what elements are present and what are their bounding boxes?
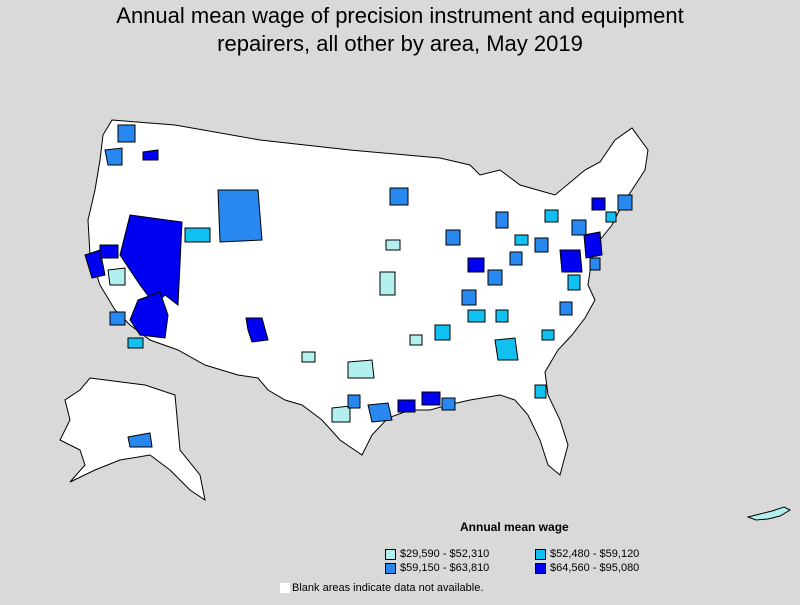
area-mobile (441, 397, 456, 411)
legend-grid: $29,590 - $52,310 $52,480 - $59,120 $59,… (385, 548, 685, 574)
legend-swatch-2 (535, 548, 546, 560)
area-atlanta (494, 337, 519, 361)
area-boston (617, 194, 633, 211)
legend-item-3: $59,150 - $63,810 (385, 562, 535, 574)
area-tn2 (495, 309, 509, 323)
area-dc (559, 249, 583, 273)
area-nc (559, 301, 573, 316)
area-tx-west (301, 351, 316, 363)
area-austin (331, 405, 351, 423)
area-nj (589, 257, 601, 271)
legend: Annual mean wage $29,590 - $52,310 $52,4… (385, 520, 685, 574)
area-iowa (385, 239, 401, 251)
legend-label-2: $52,480 - $59,120 (550, 548, 640, 560)
area-wichita (379, 271, 396, 296)
area-albuquerque (245, 317, 269, 343)
area-anchorage (127, 432, 153, 448)
legend-swatch-4 (535, 562, 546, 574)
area-fl-north (534, 384, 547, 399)
area-minneapolis (389, 187, 409, 206)
area-sd-black (184, 227, 211, 243)
legend-label-3: $59,150 - $63,810 (400, 562, 490, 574)
area-spokane (142, 149, 159, 161)
area-il-south (487, 269, 503, 286)
area-seattle (117, 124, 136, 143)
legend-title: Annual mean wage (460, 520, 569, 534)
area-wa-south (104, 147, 123, 166)
area-wi (445, 229, 461, 246)
area-st-louis (467, 257, 485, 273)
area-baton-rouge (397, 399, 416, 413)
legend-item-2: $52,480 - $59,120 (535, 548, 685, 560)
area-tx-north (347, 394, 361, 409)
title-line-2: repairers, all other by area, May 2019 (217, 31, 583, 56)
area-nyc (583, 231, 603, 259)
area-ca-central (107, 267, 126, 286)
legend-item-1: $29,590 - $52,310 (385, 548, 535, 560)
note-text: Blank areas indicate data not available. (292, 582, 484, 594)
area-sacramento (99, 244, 119, 259)
area-ri (605, 211, 617, 223)
area-in (514, 234, 529, 246)
area-ar (409, 334, 423, 346)
area-mi (495, 211, 509, 229)
area-ky (509, 251, 523, 266)
area-ny-upstate (544, 209, 559, 223)
hawaii (746, 506, 792, 521)
area-wyoming (217, 189, 263, 243)
area-mo (461, 289, 477, 306)
blank-areas-note: Blank areas indicate data not available. (280, 582, 483, 594)
legend-label-4: $64,560 - $95,080 (550, 562, 640, 574)
title-line-1: Annual mean wage of precision instrument… (116, 3, 684, 28)
area-oh (534, 237, 549, 253)
area-ms (434, 324, 451, 341)
legend-swatch-1 (385, 548, 396, 560)
area-va (567, 274, 581, 291)
area-arizona-south (129, 291, 169, 339)
area-la (109, 311, 126, 326)
legend-swatch-3 (385, 562, 396, 574)
area-pa (571, 219, 587, 236)
area-houston (367, 402, 393, 423)
legend-item-4: $64,560 - $95,080 (535, 562, 685, 574)
area-sc (541, 329, 555, 341)
map-title: Annual mean wage of precision instrument… (0, 2, 800, 58)
area-tn (467, 309, 486, 323)
area-ct (591, 197, 606, 211)
blank-swatch (280, 583, 290, 593)
area-san-diego (127, 337, 144, 349)
area-new-orleans (421, 391, 441, 406)
area-dallas (347, 359, 375, 379)
legend-label-1: $29,590 - $52,310 (400, 548, 490, 560)
